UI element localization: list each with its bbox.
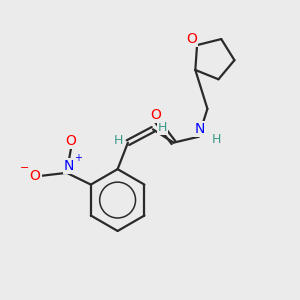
Text: O: O	[30, 169, 40, 183]
Text: +: +	[74, 152, 82, 163]
Text: H: H	[212, 133, 221, 146]
Text: N: N	[64, 159, 74, 173]
Text: O: O	[151, 108, 161, 122]
Text: H: H	[158, 121, 167, 134]
Text: O: O	[66, 134, 76, 148]
Text: N: N	[195, 122, 205, 136]
Text: O: O	[186, 32, 197, 46]
Text: −: −	[20, 164, 29, 173]
Text: H: H	[114, 134, 123, 147]
